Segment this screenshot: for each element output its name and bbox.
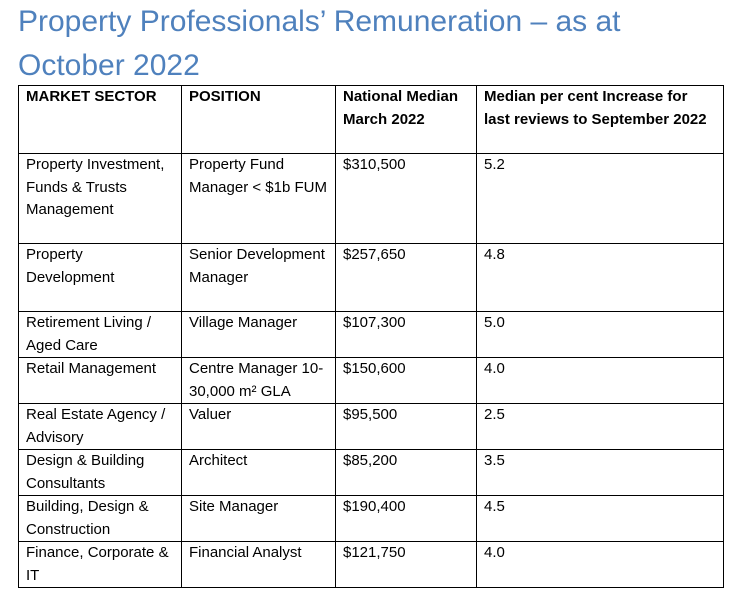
header-market-sector: MARKET SECTOR [18, 85, 182, 154]
table-row: Retirement Living / Aged Care Village Ma… [18, 311, 724, 358]
cell-median-increase: 2.5 [476, 403, 724, 450]
cell-position: Senior Development Manager [181, 243, 336, 312]
header-median-increase: Median per cent Increase for last review… [476, 85, 724, 154]
cell-market-sector: Retirement Living / Aged Care [18, 311, 182, 358]
cell-national-median: $121,750 [335, 541, 477, 588]
cell-national-median: $190,400 [335, 495, 477, 542]
cell-position: Valuer [181, 403, 336, 450]
cell-national-median: $150,600 [335, 357, 477, 404]
table-row: Finance, Corporate & IT Financial Analys… [18, 541, 724, 588]
cell-market-sector: Finance, Corporate & IT [18, 541, 182, 588]
cell-position: Village Manager [181, 311, 336, 358]
cell-median-increase: 4.0 [476, 541, 724, 588]
cell-median-increase: 5.2 [476, 153, 724, 244]
cell-median-increase: 4.0 [476, 357, 724, 404]
cell-market-sector: Retail Management [18, 357, 182, 404]
cell-market-sector: Property Development [18, 243, 182, 312]
cell-position: Site Manager [181, 495, 336, 542]
cell-position: Property Fund Manager < $1b FUM [181, 153, 336, 244]
cell-market-sector: Design & Building Consultants [18, 449, 182, 496]
remuneration-table: MARKET SECTOR POSITION National Median M… [18, 85, 724, 588]
header-position: POSITION [181, 85, 336, 154]
cell-position: Financial Analyst [181, 541, 336, 588]
cell-national-median: $257,650 [335, 243, 477, 312]
table-row: Retail Management Centre Manager 10-30,0… [18, 357, 724, 404]
table-header-row: MARKET SECTOR POSITION National Median M… [18, 85, 724, 154]
cell-national-median: $95,500 [335, 403, 477, 450]
table-row: Property Investment, Funds & Trusts Mana… [18, 153, 724, 244]
cell-national-median: $85,200 [335, 449, 477, 496]
page-title: Property Professionals’ Remuneration – a… [18, 5, 621, 82]
table-row: Design & Building Consultants Architect … [18, 449, 724, 496]
header-national-median: National Median March 2022 [335, 85, 477, 154]
cell-median-increase: 4.5 [476, 495, 724, 542]
table-row: Property Development Senior Development … [18, 243, 724, 312]
cell-market-sector: Real Estate Agency / Advisory [18, 403, 182, 450]
cell-national-median: $107,300 [335, 311, 477, 358]
cell-position: Centre Manager 10-30,000 m² GLA [181, 357, 336, 404]
table-row: Real Estate Agency / Advisory Valuer $95… [18, 403, 724, 450]
cell-national-median: $310,500 [335, 153, 477, 244]
cell-market-sector: Property Investment, Funds & Trusts Mana… [18, 153, 182, 244]
cell-median-increase: 4.8 [476, 243, 724, 312]
cell-median-increase: 5.0 [476, 311, 724, 358]
table-row: Building, Design & Construction Site Man… [18, 495, 724, 542]
cell-market-sector: Building, Design & Construction [18, 495, 182, 542]
cell-position: Architect [181, 449, 336, 496]
cell-median-increase: 3.5 [476, 449, 724, 496]
